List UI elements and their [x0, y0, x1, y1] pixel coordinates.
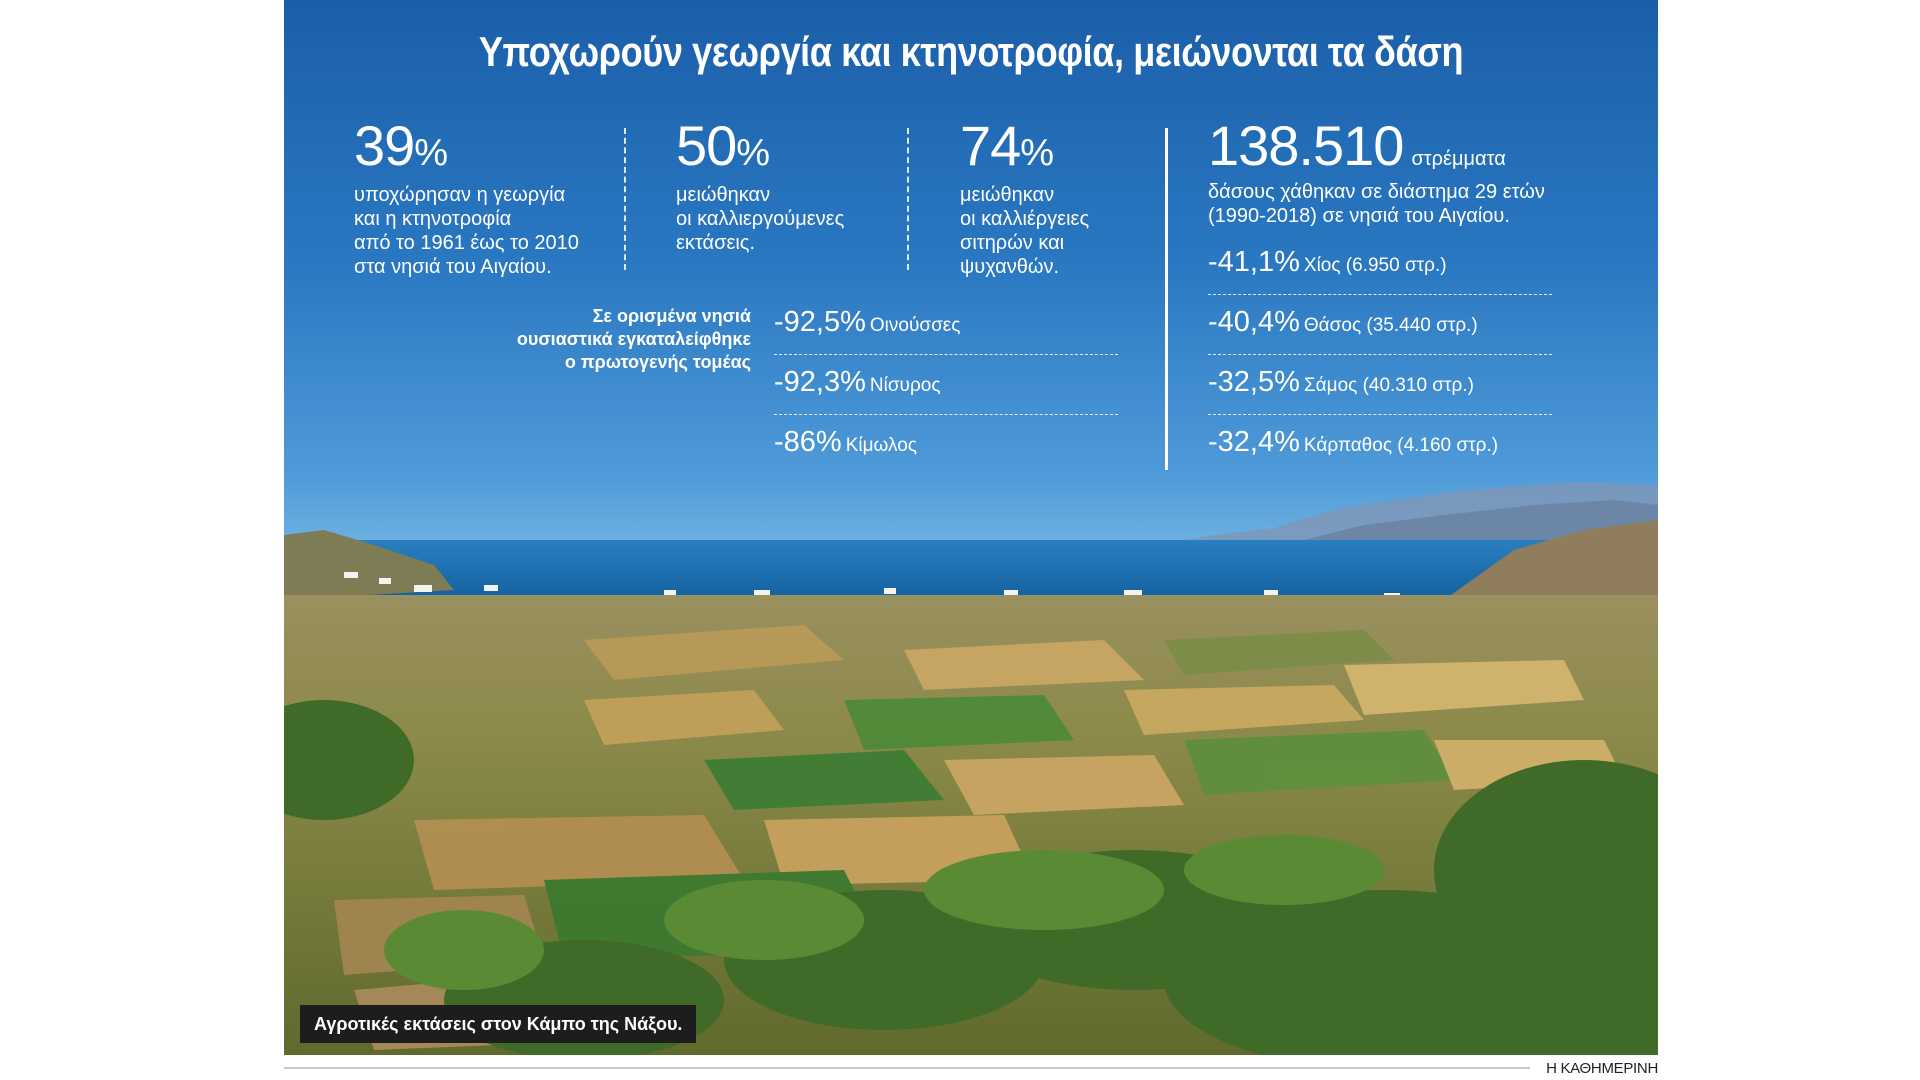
- note-line: Σε ορισμένα νησιά: [592, 306, 751, 326]
- row-separator: [1208, 354, 1552, 355]
- stat-value: 74: [960, 114, 1021, 177]
- abandoned-row: -92,3% Νίσυρος: [774, 366, 940, 399]
- stat-forest-loss: 138.510 στρέμματα δάσους χάθηκαν σε διάστ…: [1208, 118, 1545, 228]
- forest-row: -40,4% Θάσος (35.440 στρ.): [1208, 306, 1478, 339]
- row-value: -86%: [774, 426, 842, 458]
- stat-description: μειώθηκαν οι καλλιέργειες σιτηρών και ψυ…: [960, 183, 1089, 279]
- note-line: ουσιαστικά εγκαταλείφθηκε: [516, 329, 751, 349]
- row-name: Θάσος (35.440 στρ.): [1303, 315, 1478, 336]
- photo-caption: Αγροτικές εκτάσεις στον Κάμπο της Νάξου.: [300, 1005, 697, 1043]
- row-value: -32,5%: [1208, 366, 1300, 398]
- stat-line: εκτάσεις.: [676, 232, 755, 254]
- abandoned-row: -86% Κίμωλος: [774, 426, 917, 459]
- row-name: Κάρπαθος (4.160 στρ.): [1303, 435, 1499, 456]
- stat-agriculture: 39% υποχώρησαν η γεωργία και η κτηνοτροφ…: [354, 118, 579, 279]
- forest-divider: [1165, 128, 1168, 470]
- column-divider: [907, 128, 909, 270]
- footer-rule: [284, 1067, 1530, 1069]
- stat-unit: %: [1020, 132, 1055, 174]
- stat-description: υποχώρησαν η γεωργία και η κτηνοτροφία α…: [354, 183, 579, 279]
- row-value: -92,3%: [774, 366, 866, 398]
- abandoned-note: Σε ορισμένα νησιά ουσιαστικά εγκαταλείφθ…: [424, 305, 751, 374]
- stat-cultivated-land: 50% μειώθηκαν οι καλλιεργούμενες εκτάσει…: [676, 118, 844, 255]
- row-separator: [774, 354, 1118, 355]
- row-value: -41,1%: [1208, 246, 1300, 278]
- row-separator: [1208, 414, 1552, 415]
- forest-row: -32,4% Κάρπαθος (4.160 στρ.): [1208, 426, 1498, 459]
- row-separator: [774, 414, 1118, 415]
- stat-line: σιτηρών και: [960, 232, 1065, 254]
- row-name: Χίος (6.950 στρ.): [1303, 255, 1447, 276]
- infographic-title: Υποχωρούν γεωργία και κτηνοτροφία, μειών…: [478, 28, 1464, 75]
- stat-line: μειώθηκαν: [676, 184, 771, 206]
- forest-row: -41,1% Χίος (6.950 στρ.): [1208, 246, 1447, 279]
- abandoned-row: -92,5% Οινούσσες: [774, 306, 960, 339]
- stat-line: υποχώρησαν η γεωργία: [354, 184, 566, 206]
- stat-unit: %: [414, 132, 449, 174]
- stat-line: και η κτηνοτροφία: [354, 208, 512, 230]
- infographic-figure: Υποχωρούν γεωργία και κτηνοτροφία, μειών…: [284, 0, 1658, 1055]
- stat-line: στα νησιά του Αιγαίου.: [354, 256, 552, 278]
- column-divider: [624, 128, 626, 270]
- publication-credit: Η ΚΑΘΗΜΕΡΙΝΗ: [1546, 1060, 1658, 1077]
- stat-line: μειώθηκαν: [960, 184, 1055, 206]
- forest-description: δάσους χάθηκαν σε διάστημα 29 ετών (1990…: [1208, 180, 1545, 228]
- forest-value: 138.510: [1208, 114, 1404, 177]
- row-value: -32,4%: [1208, 426, 1300, 458]
- row-name: Κίμωλος: [845, 435, 917, 456]
- stat-value: 39: [354, 114, 415, 177]
- landscape-photo: [284, 482, 1658, 1055]
- stat-line: από το 1961 έως το 2010: [354, 232, 579, 254]
- forest-line: δάσους χάθηκαν σε διάστημα 29 ετών: [1208, 181, 1545, 203]
- forest-line: (1990-2018) σε νησιά του Αιγαίου.: [1208, 205, 1510, 227]
- forest-unit: στρέμματα: [1411, 148, 1506, 170]
- stat-description: μειώθηκαν οι καλλιεργούμενες εκτάσεις.: [676, 183, 844, 255]
- forest-row: -32,5% Σάμος (40.310 στρ.): [1208, 366, 1474, 399]
- stat-line: οι καλλιεργούμενες: [676, 208, 845, 230]
- row-value: -92,5%: [774, 306, 866, 338]
- row-name: Νίσυρος: [869, 375, 941, 396]
- stat-value: 50: [676, 114, 737, 177]
- row-name: Σάμος (40.310 στρ.): [1303, 375, 1474, 396]
- note-line: ο πρωτογενής τομέας: [564, 352, 751, 372]
- row-value: -40,4%: [1208, 306, 1300, 338]
- row-separator: [1208, 294, 1552, 295]
- row-name: Οινούσσες: [869, 315, 961, 336]
- stat-cereal-crops: 74% μειώθηκαν οι καλλιέργειες σιτηρών κα…: [960, 118, 1089, 279]
- stat-unit: %: [736, 132, 771, 174]
- stat-line: οι καλλιέργειες: [960, 208, 1090, 230]
- stat-line: ψυχανθών.: [960, 256, 1060, 278]
